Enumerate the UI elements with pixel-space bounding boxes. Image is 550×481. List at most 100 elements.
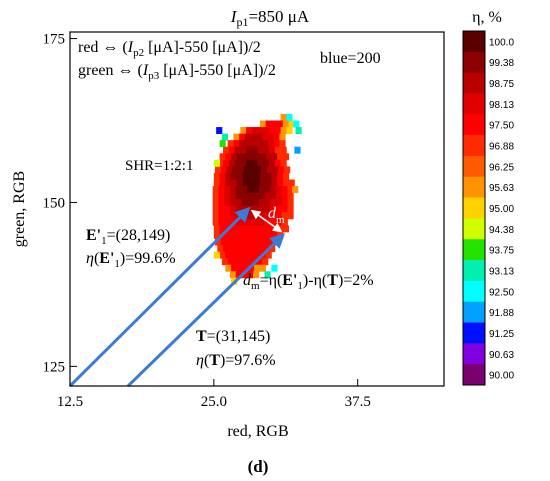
heatmap-cell — [236, 225, 244, 233]
heatmap-cell — [217, 245, 224, 253]
heatmap-cell — [243, 166, 250, 174]
e1-coordinate-label: E'1=(28,149) — [86, 227, 170, 247]
dm-label: dm — [268, 205, 285, 226]
heatmap-cell — [287, 192, 294, 200]
heatmap-cell — [259, 153, 267, 161]
colorbar-label: 91.25 — [489, 329, 514, 340]
heatmap-cell — [218, 186, 225, 194]
x-axis-label: red, RGB — [227, 423, 288, 440]
heatmap-cell — [231, 225, 238, 233]
heatmap-cell — [256, 133, 263, 141]
heatmap-cell — [213, 159, 220, 167]
heatmap-cell — [219, 179, 226, 187]
heatmap-cell — [221, 258, 229, 266]
heatmap-cell — [263, 146, 270, 154]
heatmap-cell — [273, 140, 280, 148]
heatmap-cell — [264, 192, 271, 200]
y-axis-label: green, RGB — [11, 171, 28, 247]
heatmap-cell — [277, 153, 284, 161]
heatmap-cell — [226, 238, 233, 246]
heatmap-cell — [254, 179, 261, 187]
colorbar-label: 95.63 — [489, 183, 514, 194]
heatmap-cell — [240, 245, 247, 253]
heatmap-cell — [213, 225, 220, 233]
colorbar-swatch — [463, 93, 485, 115]
heatmap-cell — [214, 238, 222, 246]
colorbar-frame — [462, 30, 486, 386]
heatmap-cell — [251, 127, 258, 135]
colorbar-label: 99.38 — [489, 58, 514, 69]
heatmap-cell — [246, 146, 253, 154]
heatmap-cell — [259, 179, 267, 187]
heatmap-cell — [246, 159, 253, 167]
heatmap-cell — [280, 146, 287, 154]
heatmap-cell — [219, 225, 226, 233]
heatmap-cell — [242, 251, 249, 259]
colorbar-swatch — [463, 218, 485, 240]
heatmap-cell — [251, 146, 258, 154]
heatmap-cell — [256, 258, 263, 266]
heatmap-cell — [248, 264, 255, 272]
heatmap-cell — [261, 166, 268, 174]
dm-formula: dm=η(E'1)-η(T)=2% — [243, 272, 374, 292]
colorbar-swatch — [463, 114, 485, 136]
heatmap-cell — [229, 199, 237, 207]
heatmap-cell — [252, 199, 260, 207]
y-tick-label: 175 — [43, 32, 66, 48]
heatmap-cell — [213, 172, 220, 180]
heatmap-cell — [242, 231, 249, 239]
e1-eta-label: η(E'1)=99.6% — [86, 250, 176, 270]
heatmap-cell — [227, 258, 234, 266]
heatmap-cell — [274, 159, 281, 167]
heatmap-cell — [213, 179, 220, 187]
heatmap-cell — [254, 264, 261, 272]
heatmap-cell — [252, 192, 260, 200]
colorbar-label: 94.38 — [489, 225, 514, 236]
heatmap-cell — [212, 205, 219, 213]
heatmap-cell — [274, 127, 281, 135]
colorbar-label: 90.63 — [489, 350, 514, 361]
y-axis: 125 150 175 — [43, 32, 77, 375]
heatmap-cell — [225, 172, 232, 180]
heatmap-cell — [280, 127, 287, 135]
heatmap-cell — [257, 127, 264, 135]
heatmap-cell — [270, 186, 277, 194]
heatmap-cell — [232, 238, 239, 246]
heatmap-cell — [219, 251, 226, 259]
x-tick-label: 37.5 — [345, 394, 371, 410]
heatmap-cell — [224, 192, 231, 200]
colorbar-label: 96.25 — [489, 162, 514, 173]
heatmap-cell — [277, 172, 284, 180]
heatmap-cell — [266, 166, 273, 174]
heatmap-cell — [250, 140, 257, 148]
heatmap-cell — [286, 127, 293, 135]
heatmap-cell — [273, 133, 280, 141]
heatmap-cell — [212, 212, 219, 220]
heatmap-cell — [282, 153, 290, 161]
heatmap-cell — [265, 225, 272, 233]
heatmap-cell — [223, 245, 230, 253]
heatmap-cell — [271, 153, 278, 161]
colorbar: 100.0 99.38 98.75 98.13 97.50 96.88 96.25 95.63… — [462, 30, 514, 386]
colorbar-label: 91.88 — [489, 308, 514, 319]
heatmap-cell — [214, 166, 222, 174]
heatmap-cell — [254, 231, 261, 239]
heatmap-cell — [272, 166, 279, 174]
heatmap-cell — [254, 172, 261, 180]
heatmap-cell — [249, 166, 256, 174]
colorbar-swatch — [463, 239, 485, 261]
heatmap-cell — [288, 120, 295, 128]
heatmap-cell — [242, 225, 249, 233]
heatmap-cell — [220, 238, 227, 246]
heatmap-cell — [229, 192, 237, 200]
heatmap-cell — [231, 231, 238, 239]
heatmap-cell — [282, 120, 290, 128]
heatmap-cell — [247, 199, 254, 207]
heatmap-cell — [282, 172, 290, 180]
heatmap-cell — [271, 179, 278, 187]
colorbar-swatch — [463, 301, 485, 323]
heatmap-cell — [248, 251, 255, 259]
heatmap-cell — [258, 205, 265, 213]
heatmap-cell — [225, 179, 232, 187]
heatmap-cell — [265, 172, 272, 180]
